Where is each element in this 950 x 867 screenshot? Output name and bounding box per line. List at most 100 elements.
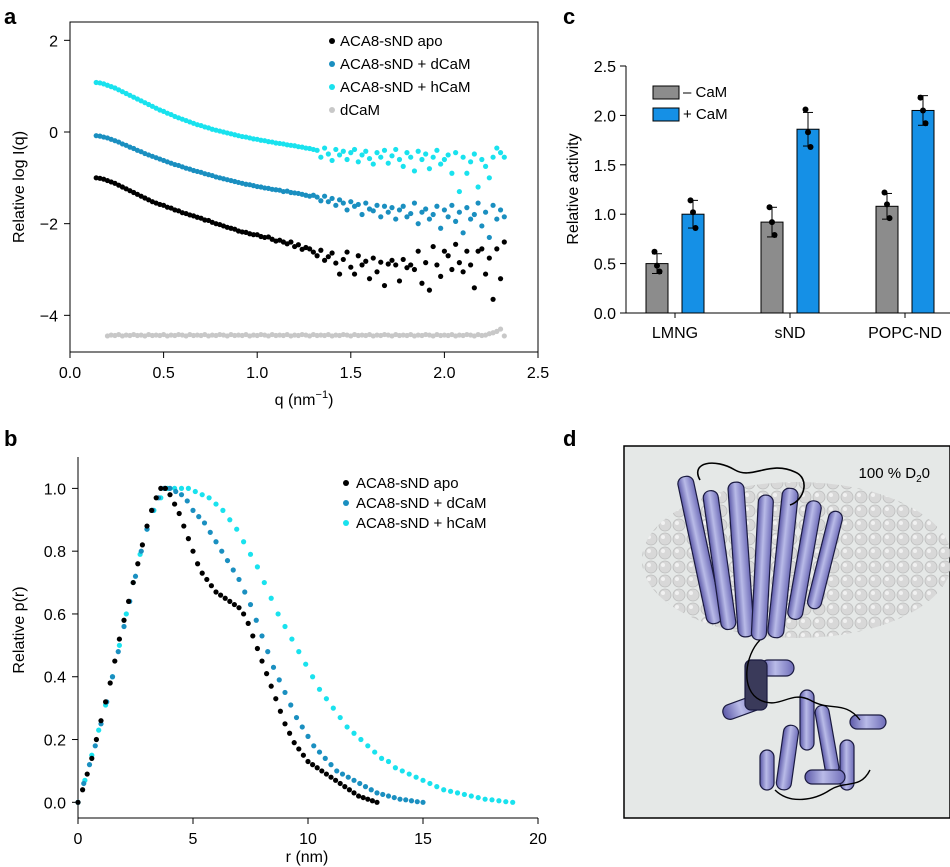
panel-c-replicate-point (917, 94, 924, 101)
panel-b-series-2-point (178, 485, 185, 491)
panel-b-series-2-point (379, 755, 385, 761)
panel-c-category-label: LMNG (652, 325, 698, 342)
panel-a-legend-marker (329, 61, 335, 67)
panel-b-series-1-point (334, 768, 340, 774)
panel-c-replicate-point (656, 268, 663, 275)
panel-a-series-1-point (355, 201, 361, 208)
panel-b-series-0-point (149, 507, 155, 513)
panel-a-series-1-point (419, 209, 425, 215)
panel-a-series-2-point (486, 175, 492, 181)
panel-a-series-0-point (333, 260, 339, 266)
panel-b-series-1-point (408, 798, 415, 804)
panel-b-series-2-point (392, 765, 398, 771)
panel-b-series-1-point (178, 492, 185, 498)
panel-b-series-1-point (385, 793, 392, 799)
panel-c-y-tick-label: 2.5 (594, 59, 616, 76)
panel-b-series-1-point (253, 617, 259, 623)
panel-b-y-tick-label: 0.8 (44, 544, 66, 561)
panel-b-series-2-point (503, 799, 509, 805)
panel-b-series-2-point (399, 768, 405, 774)
panel-a-series-0-point (423, 260, 429, 266)
panel-a-series-1-point (464, 205, 470, 211)
panel-b-series-1-point (339, 771, 346, 777)
panel-a-series-2-point (460, 154, 466, 160)
panel-a-series-2-point (475, 184, 481, 190)
panel-b-series-0-point (346, 787, 352, 793)
panel-a-series-1-point (468, 216, 474, 222)
panel-a-series-0-point (411, 266, 418, 273)
panel-a-series-2-point (363, 148, 369, 154)
panel-b-series-0-point (328, 774, 334, 780)
panel-a-series-2-point (396, 156, 403, 163)
panel-d-label: d (563, 426, 576, 451)
panel-b-series-0-point (144, 523, 150, 529)
panel-b-series-0-point (162, 485, 168, 491)
panel-b-series-0-point (282, 721, 288, 727)
panel-b-series-1-point (138, 548, 144, 554)
panel-b-series-1-point (357, 780, 363, 787)
panel-b-series-2-point (461, 791, 467, 798)
panel-b-points (75, 485, 516, 805)
panel-c-y-tick-label: 1.5 (594, 158, 616, 175)
panel-b-series-2-point (448, 788, 454, 794)
panel-c-y-tick-label: 0.0 (594, 306, 616, 323)
panel-b-series-0-point (291, 740, 297, 746)
panel-a-series-2-point (366, 155, 373, 162)
panel-a-legend-marker (329, 84, 335, 90)
panel-a-series-0-point (318, 247, 324, 253)
panel-a-series-0-point (359, 262, 365, 268)
panel-a-legend-label: dCaM (340, 102, 380, 119)
panel-a-series-2-point (453, 150, 459, 156)
panel-a-series-2-point (381, 147, 388, 153)
panel-b-series-0-point (360, 794, 366, 801)
panel-b-series-0-point (310, 762, 316, 768)
panel-b-series-0-point (93, 736, 99, 743)
panel-a-legend-label: ACA8-sND apo (340, 33, 443, 50)
panel-b-series-1-point (247, 601, 254, 608)
panel-c: c 0.0 0.5 1.0 1.5 2.0 2.5 LMNG sND POPC-ND Rela… (563, 4, 950, 342)
panel-a-series-1-point (389, 205, 395, 211)
panel-a-series-0-point (501, 239, 507, 245)
panel-b-series-2-point (96, 727, 102, 733)
panel-c-replicate-point (771, 231, 778, 238)
panel-b-series-1-point (420, 799, 426, 805)
panel-a-x-tick-label: 2.5 (527, 365, 549, 382)
panel-b-series-1-point (230, 567, 236, 573)
panel-a-series-2-point (351, 146, 358, 153)
panel-b-series-0-point (259, 658, 265, 664)
panel-a-series-2-point (464, 170, 470, 176)
panel-a-series-1-point (370, 208, 376, 214)
panel-c-y-tick-label: 1.0 (594, 207, 616, 224)
panel-b-series-2-point (206, 495, 212, 501)
panel-b-series-0-point (356, 793, 362, 799)
panel-a-series-0-point (438, 273, 444, 279)
panel-b-series-1-point (265, 649, 271, 655)
panel-b-series-2-point (199, 492, 205, 498)
panel-a-series-0-point (325, 254, 331, 260)
panel-a-series-2-point (408, 154, 414, 160)
panel-b-x-ticks: 0 5 10 15 20 (74, 818, 547, 848)
panel-a-series-0-point (336, 271, 343, 277)
panel-d: d (563, 426, 950, 819)
panel-b-series-2-point (434, 784, 440, 790)
panel-b-series-2-point (323, 696, 329, 702)
panel-b-series-0-point (333, 777, 339, 783)
panel-a-series-3-point (494, 328, 500, 334)
panel-b-series-0-point (236, 605, 242, 611)
panel-a-y-axis-label: Relative log I(q) (11, 131, 28, 243)
panel-b-series-0-point (75, 799, 81, 805)
panel-a-series-1-point (415, 221, 421, 227)
panel-a-series-2-point (411, 168, 418, 174)
panel-b-series-2-point (247, 551, 254, 557)
panel-a-series-0-point (250, 232, 257, 238)
panel-b-series-1-point (282, 689, 288, 696)
panel-b-series-2-point (510, 799, 516, 805)
panel-b: b 0 5 10 15 20 0.0 0.2 0.4 0.6 0.8 1.0 r (nm) Rel… (4, 426, 547, 866)
panel-b-series-1-point (414, 799, 420, 805)
panel-a-series-2-point (348, 150, 354, 156)
panel-a-series-0-point (374, 269, 380, 275)
panel-b-series-0-point (89, 755, 95, 761)
panel-a-series-1-point (329, 195, 335, 202)
panel-a-series-0-point (449, 266, 455, 273)
panel-b-x-tick-label: 20 (529, 831, 547, 848)
